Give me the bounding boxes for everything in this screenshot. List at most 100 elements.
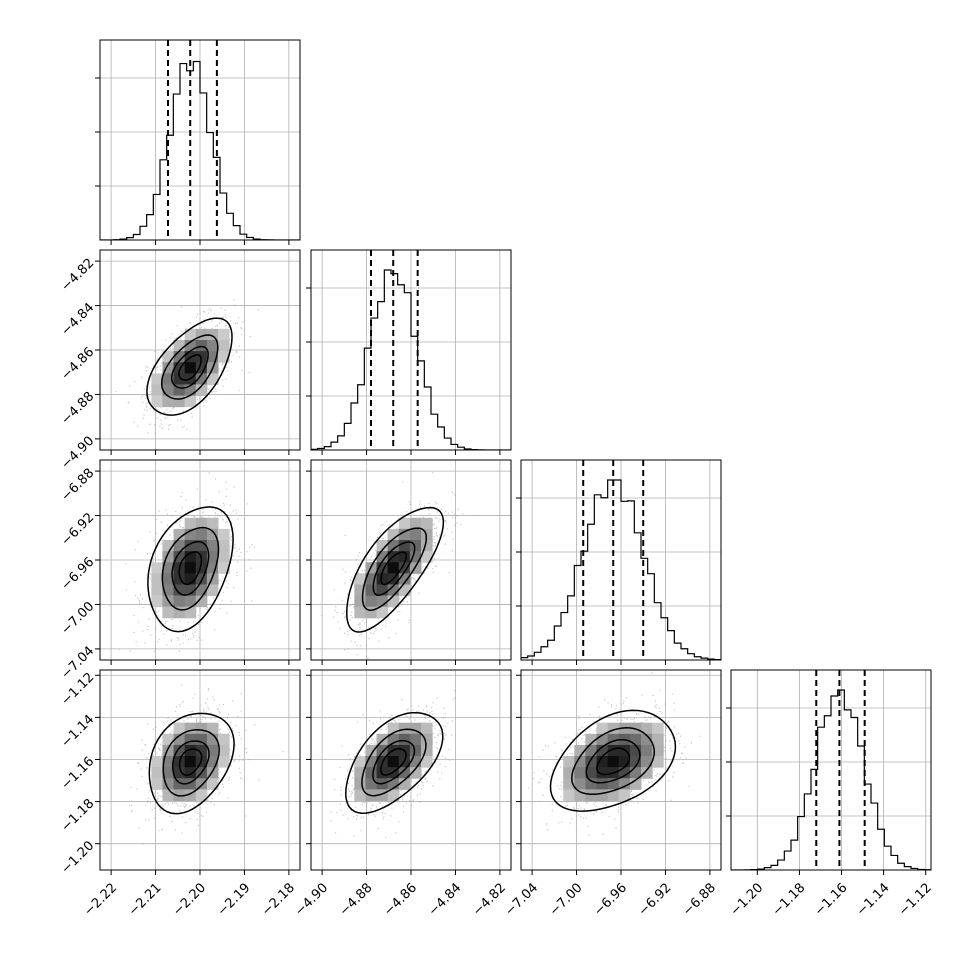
density-cell bbox=[376, 551, 389, 563]
density-cell bbox=[574, 744, 586, 757]
density-cell bbox=[151, 384, 163, 397]
x-tick-label: −4.82 bbox=[470, 880, 509, 919]
density-cell bbox=[162, 351, 175, 363]
density-cell bbox=[206, 584, 219, 597]
x-tick-label: −2.20 bbox=[170, 880, 209, 919]
density-cell bbox=[218, 756, 230, 768]
x-tick-label: −6.96 bbox=[591, 880, 630, 919]
density-cell bbox=[151, 767, 163, 779]
density-cell bbox=[376, 789, 389, 801]
density-cell bbox=[354, 573, 366, 585]
contour-level-0 bbox=[146, 317, 233, 416]
density-cell bbox=[162, 744, 175, 757]
density-cell bbox=[376, 540, 389, 552]
density-cell bbox=[387, 595, 400, 608]
density-cell bbox=[184, 528, 197, 541]
contour-level-2 bbox=[170, 345, 209, 389]
density-cell bbox=[409, 722, 422, 735]
panel-content bbox=[330, 690, 456, 838]
contour-level-2 bbox=[372, 739, 416, 785]
panel-content bbox=[528, 672, 701, 836]
contour-level-0 bbox=[549, 709, 677, 812]
density-cell bbox=[618, 756, 631, 768]
density-cell bbox=[607, 733, 620, 746]
density-cell bbox=[574, 789, 586, 801]
density-cell bbox=[421, 722, 433, 735]
density-cell bbox=[409, 540, 422, 552]
density-cell bbox=[398, 767, 411, 779]
density-cell bbox=[173, 722, 186, 735]
density-cell bbox=[206, 517, 219, 530]
contour-level-0 bbox=[147, 506, 234, 633]
panel-3-2: −7.04 −7.00 −6.96 −6.92 −6.88 bbox=[502, 669, 722, 919]
density-cell bbox=[184, 733, 197, 746]
density-cell bbox=[195, 744, 208, 757]
x-tick-label: −7.00 bbox=[547, 880, 586, 919]
density-cell bbox=[421, 756, 433, 768]
contour-level-3 bbox=[178, 748, 203, 776]
density-cell bbox=[398, 562, 411, 574]
density-cell bbox=[206, 733, 219, 746]
contour-level-2 bbox=[585, 738, 641, 784]
density-cell bbox=[162, 395, 175, 408]
density-cell bbox=[195, 373, 208, 385]
density-cell bbox=[641, 722, 653, 735]
x-tick-label: −2.22 bbox=[81, 880, 120, 919]
contour-level-1 bbox=[161, 526, 220, 611]
density-cell bbox=[173, 744, 186, 757]
contour-level-3 bbox=[596, 747, 631, 776]
panel-content bbox=[731, 670, 931, 870]
density-cell bbox=[652, 722, 664, 735]
density-cell bbox=[618, 778, 631, 790]
scatter-points bbox=[311, 472, 476, 659]
density-cell bbox=[162, 756, 175, 768]
contour-level-2 bbox=[372, 541, 416, 597]
density-cell bbox=[398, 584, 411, 597]
density-cell bbox=[218, 551, 230, 563]
density-cell bbox=[173, 733, 186, 746]
density-cell bbox=[218, 562, 230, 574]
density-cell bbox=[206, 373, 219, 385]
density-cell bbox=[184, 722, 197, 735]
x-tick-label: −4.90 bbox=[292, 880, 331, 919]
contour-level-0 bbox=[346, 506, 445, 633]
x-tick-label: −4.84 bbox=[426, 880, 465, 919]
density-cell bbox=[398, 551, 411, 563]
density-cell bbox=[195, 528, 208, 541]
y-tick-label: −4.86 bbox=[59, 345, 98, 384]
density-cell bbox=[607, 722, 620, 735]
y-tick-label: −1.18 bbox=[59, 796, 98, 835]
y-tick-label: −4.82 bbox=[59, 256, 98, 295]
density-cell bbox=[354, 778, 366, 790]
panel-3-1: −4.90 −4.88 −4.86 −4.84 −4.82 bbox=[292, 669, 512, 919]
density-cell bbox=[218, 528, 230, 541]
density-cell bbox=[206, 573, 219, 585]
density-cell bbox=[607, 789, 620, 801]
density-cell bbox=[409, 733, 422, 746]
x-tick-label: −6.88 bbox=[680, 880, 719, 919]
density-cell bbox=[173, 373, 186, 385]
density-cell bbox=[195, 540, 208, 552]
density-cell bbox=[151, 395, 163, 408]
density-cell bbox=[184, 517, 197, 530]
y-tick-label: −4.88 bbox=[59, 389, 98, 428]
density-cell bbox=[618, 789, 631, 801]
density-cell bbox=[162, 362, 175, 374]
y-tick-label: −1.14 bbox=[59, 712, 98, 751]
density-cell bbox=[596, 778, 609, 790]
contour-level-0 bbox=[345, 711, 444, 814]
density-cell bbox=[184, 756, 197, 768]
density-cell bbox=[206, 756, 219, 768]
density-cell bbox=[354, 584, 366, 597]
density-cell bbox=[398, 733, 411, 746]
density-cell bbox=[563, 756, 575, 768]
density-cell bbox=[184, 606, 197, 619]
density-cell bbox=[184, 362, 197, 374]
contour-level-1 bbox=[361, 728, 427, 797]
contour-level-3 bbox=[178, 354, 202, 381]
density-cell bbox=[206, 528, 219, 541]
density-cell bbox=[184, 328, 197, 341]
density-cell bbox=[641, 767, 653, 779]
panel-1-0: −4.90 −4.88 −4.86 −4.84 −4.82 bbox=[59, 249, 301, 472]
density-cell bbox=[206, 340, 219, 352]
